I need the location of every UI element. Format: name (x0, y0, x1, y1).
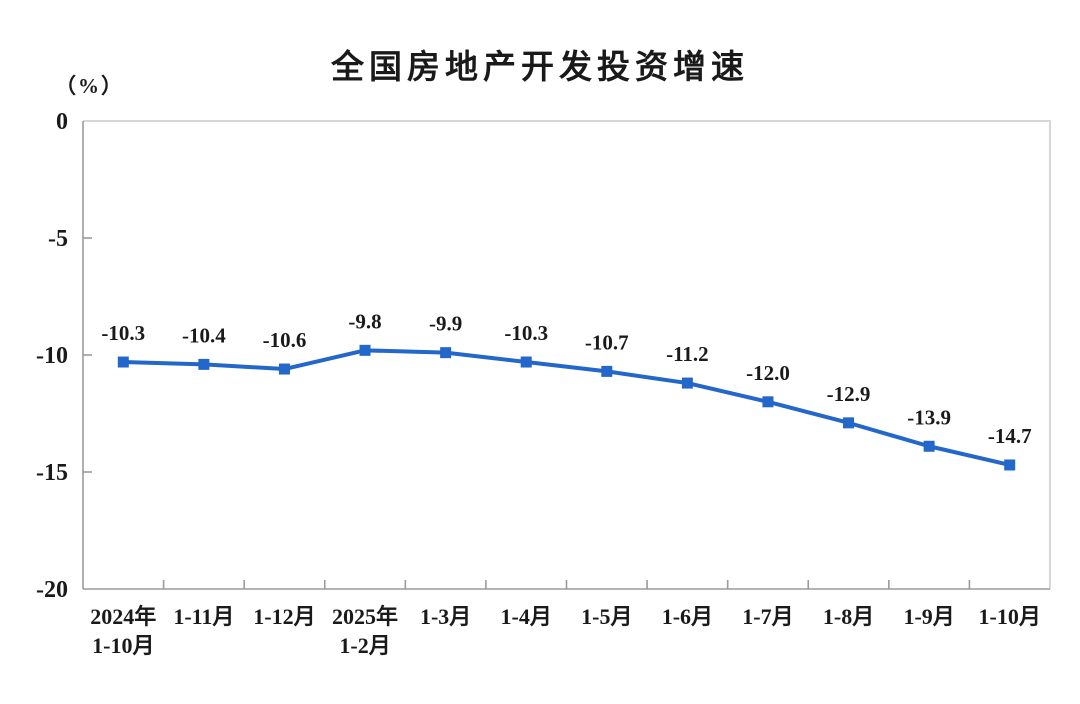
y-axis-tick-label: 0 (56, 109, 68, 135)
data-point-label: -12.9 (827, 382, 871, 406)
data-point-marker (843, 417, 855, 429)
data-point-marker (601, 365, 613, 377)
x-axis-tick-label: 1-9月 (903, 604, 954, 629)
x-axis-tick-label: 1-10月 (979, 604, 1041, 629)
data-point-marker (117, 356, 129, 368)
x-axis-tick-label: 1-4月 (501, 604, 552, 629)
data-point-marker (198, 358, 210, 370)
data-point-marker (762, 396, 774, 408)
y-axis-unit-label: （%） (55, 74, 124, 98)
y-axis-tick-label: -15 (36, 460, 68, 486)
data-point-marker (923, 440, 935, 452)
data-point-label: -13.9 (907, 405, 951, 429)
x-axis-tick-label: 2024年 (90, 604, 156, 629)
x-axis-tick-label: 2025年 (332, 604, 398, 629)
x-axis-tick-label: 1-8月 (823, 604, 874, 629)
data-point-label: -10.4 (182, 323, 226, 347)
x-axis-tick-label: 1-5月 (581, 604, 632, 629)
y-axis-tick-label: -10 (36, 343, 68, 369)
x-axis-tick-label: 1-11月 (173, 604, 234, 629)
data-point-marker (520, 356, 532, 368)
x-axis-tick-label: 1-12月 (253, 604, 315, 629)
data-point-label: -11.2 (666, 342, 709, 366)
data-point-label: -10.3 (504, 321, 548, 345)
x-axis-tick-label: 1-7月 (742, 604, 793, 629)
data-point-marker (681, 377, 693, 389)
data-point-label: -10.7 (585, 330, 629, 354)
data-point-marker (359, 344, 371, 356)
chart-title: 全国房地产开发投资增速 (331, 48, 749, 85)
data-line (121, 348, 1012, 467)
data-point-marker (278, 363, 290, 375)
plot-border (83, 120, 1051, 589)
data-point-label: -9.9 (429, 312, 462, 336)
data-point-marker (440, 347, 452, 359)
data-point-label: -10.3 (101, 321, 145, 345)
x-axis-tick-label: 1-6月 (662, 604, 713, 629)
data-point-label: -12.0 (746, 361, 790, 385)
data-point-label: -9.8 (348, 309, 381, 333)
x-axis-tick-label: 1-10月 (92, 633, 154, 658)
data-point-label: -14.7 (988, 424, 1032, 448)
data-point-marker (1004, 459, 1016, 471)
x-axis-tick-label: 1-2月 (339, 633, 390, 658)
x-axis-tick-label: 1-3月 (420, 604, 471, 629)
data-point-label: -10.6 (263, 328, 307, 352)
y-axis-tick-label: -5 (48, 226, 68, 252)
y-axis-tick-label: -20 (36, 577, 68, 603)
